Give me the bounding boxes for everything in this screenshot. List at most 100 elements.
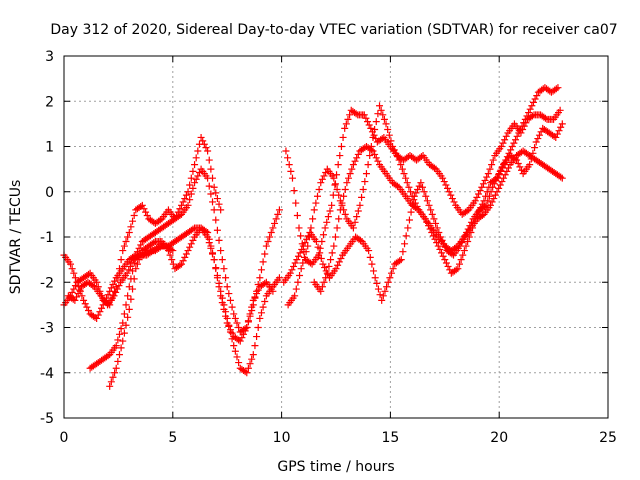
data-point: [430, 215, 438, 223]
data-point: [395, 156, 403, 164]
data-point: [323, 269, 331, 277]
data-point-fill: [314, 192, 322, 200]
data-point: [112, 364, 120, 372]
data-point: [417, 179, 425, 187]
data-point-fill: [71, 282, 79, 290]
data-point-fill: [390, 146, 398, 154]
data-point-fill: [300, 253, 308, 261]
data-point-fill: [194, 172, 202, 180]
data-point: [330, 174, 338, 182]
data-point-fill: [124, 233, 132, 241]
data-point-fill: [68, 265, 76, 273]
data-point: [291, 292, 299, 300]
data-point-fill: [83, 303, 91, 311]
data-point-fill: [207, 165, 215, 173]
data-point-fill: [189, 184, 197, 192]
data-point: [223, 314, 231, 322]
data-point-fill: [501, 136, 509, 144]
data-point: [356, 201, 364, 209]
data-point-fill: [70, 285, 78, 293]
x-tick-label: 15: [381, 430, 399, 446]
data-point-fill: [181, 195, 189, 203]
data-point-fill: [115, 351, 123, 359]
data-point-fill: [246, 312, 254, 320]
data-point: [184, 247, 192, 255]
data-point-fill: [254, 281, 262, 289]
data-point: [223, 283, 231, 291]
data-point-fill: [205, 156, 213, 164]
data-point-fill: [417, 153, 425, 161]
data-point-fill: [516, 163, 524, 171]
data-point-fill: [372, 118, 380, 126]
data-point-fill: [367, 146, 375, 154]
data-point-fill: [403, 179, 411, 187]
data-point-fill: [301, 239, 309, 247]
data-point-fill: [215, 279, 223, 287]
data-point-fill: [365, 121, 373, 129]
data-point-fill: [137, 241, 145, 249]
data-point-fill: [257, 309, 265, 317]
data-point-fill: [231, 347, 239, 355]
data-point-fill: [122, 238, 130, 246]
data-point: [554, 84, 562, 92]
data-point-fill: [342, 120, 350, 128]
data-point-fill: [251, 294, 259, 302]
data-point-fill: [304, 232, 312, 240]
y-tick-label: -4: [40, 366, 54, 382]
data-point-fill: [337, 143, 345, 150]
data-point-fill: [111, 369, 119, 377]
data-point-fill: [500, 159, 508, 167]
data-point: [460, 247, 468, 255]
x-tick-label: 0: [60, 430, 69, 446]
data-point-fill: [209, 249, 217, 257]
data-point-fill: [459, 251, 467, 259]
data-point-fill: [452, 266, 460, 274]
data-point-fill: [407, 188, 415, 196]
data-point-fill: [307, 224, 315, 232]
data-point: [93, 314, 101, 322]
data-point: [558, 120, 566, 128]
data-point-fill: [261, 279, 269, 287]
data-point: [230, 310, 238, 318]
data-point-fill: [244, 318, 252, 326]
data-point-fill: [398, 165, 406, 173]
data-point: [402, 174, 410, 182]
data-point-fill: [114, 336, 122, 344]
data-point-fill: [407, 208, 415, 216]
data-point-fill: [96, 308, 104, 316]
data-point: [217, 206, 225, 214]
data-point: [191, 179, 199, 187]
data-point-fill: [117, 325, 125, 333]
data-point: [295, 224, 303, 232]
data-point-fill: [314, 243, 322, 251]
data-point: [93, 278, 101, 286]
data-point: [328, 201, 336, 209]
data-point: [321, 224, 329, 232]
data-point-fill: [444, 184, 452, 192]
data-point-fill: [412, 189, 420, 197]
data-point-fill: [135, 252, 143, 260]
data-point: [310, 206, 318, 214]
data-point-fill: [189, 225, 197, 233]
data-point-fill: [475, 190, 483, 198]
data-point-fill: [104, 352, 112, 360]
data-point: [441, 256, 449, 264]
data-point: [528, 102, 536, 110]
data-point-fill: [374, 110, 382, 118]
data-point-fill: [507, 146, 515, 154]
data-point: [558, 174, 566, 182]
data-point-fill: [261, 297, 269, 305]
data-point-fill: [309, 215, 317, 223]
data-point-fill: [94, 311, 102, 319]
data-point-fill: [321, 264, 329, 272]
data-point-fill: [115, 330, 123, 338]
data-point-fill: [228, 335, 236, 343]
data-point-fill: [495, 184, 503, 192]
data-point: [493, 188, 501, 196]
data-point-fill: [335, 191, 343, 199]
data-point: [376, 102, 384, 110]
data-point-fill: [126, 262, 134, 270]
data-point-fill: [371, 126, 379, 134]
x-tick-label: 20: [490, 430, 508, 446]
